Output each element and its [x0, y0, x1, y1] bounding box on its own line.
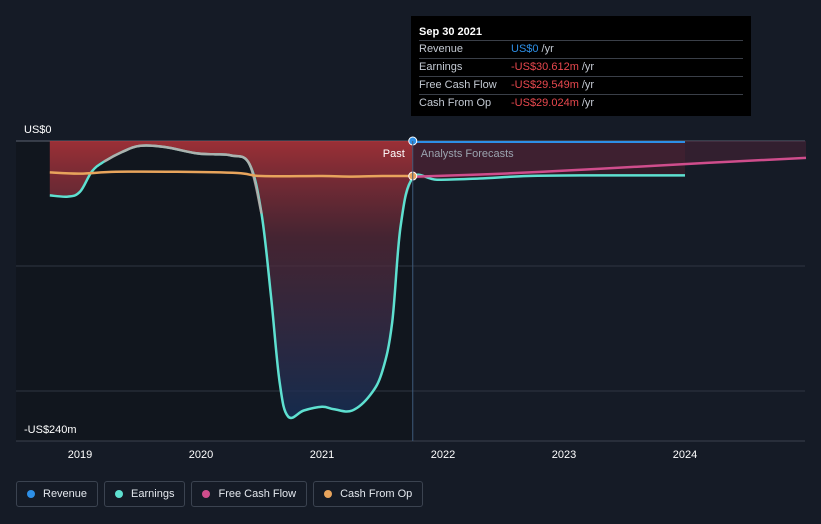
- data-tooltip: Sep 30 2021 Revenue US$0 /yr Earnings -U…: [411, 16, 751, 116]
- y-axis-label-top: US$0: [24, 124, 52, 136]
- tooltip-label: Revenue: [419, 43, 464, 55]
- past-label: Past: [383, 148, 405, 160]
- earnings-area: [49, 141, 413, 418]
- x-tick-label: 2020: [189, 449, 213, 461]
- tooltip-row-cash-from-op: Cash From Op -US$29.024m /yr: [419, 94, 743, 112]
- x-tick-label: 2024: [673, 449, 697, 461]
- tooltip-label: Earnings: [419, 61, 463, 73]
- tooltip-row-revenue: Revenue US$0 /yr: [419, 40, 743, 58]
- y-axis-label-bottom: -US$240m: [24, 424, 77, 436]
- tooltip-unit: /yr: [581, 79, 595, 91]
- tooltip-value: -US$30.612m: [511, 61, 579, 73]
- legend-label: Earnings: [131, 488, 175, 500]
- tooltip-value: -US$29.549m: [511, 79, 579, 91]
- earnings-line-muted: [103, 144, 263, 214]
- tooltip-value: -US$29.024m: [511, 97, 579, 109]
- tooltip-value: US$0: [511, 43, 539, 55]
- legend-item-earnings[interactable]: Earnings: [104, 481, 186, 507]
- legend-dot-icon: [202, 490, 211, 498]
- tooltip-label: Cash From Op: [419, 97, 492, 109]
- legend-dot-icon: [115, 490, 124, 498]
- tooltip-label: Free Cash Flow: [419, 79, 497, 91]
- x-tick-label: 2023: [552, 449, 576, 461]
- chart-legend: Revenue Earnings Free Cash Flow Cash Fro…: [16, 481, 424, 507]
- legend-label: Free Cash Flow: [218, 488, 297, 500]
- x-tick-label: 2021: [310, 449, 334, 461]
- tooltip-row-free-cash-flow: Free Cash Flow -US$29.549m /yr: [419, 76, 743, 94]
- x-tick-label: 2022: [431, 449, 455, 461]
- legend-item-revenue[interactable]: Revenue: [16, 481, 99, 507]
- tooltip-date: Sep 30 2021: [419, 26, 482, 38]
- forecast-label: Analysts Forecasts: [421, 148, 514, 160]
- legend-dot-icon: [27, 490, 35, 498]
- x-tick-label: 2019: [68, 449, 92, 461]
- axis-layer: Past Analysts Forecasts US$0 -US$240m 2019 20…: [16, 124, 805, 461]
- legend-label: Revenue: [43, 488, 88, 500]
- tooltip-unit: /yr: [581, 97, 595, 109]
- tooltip-unit: /yr: [541, 43, 554, 55]
- tooltip-unit: /yr: [581, 61, 595, 73]
- legend-label: Cash From Op: [340, 488, 413, 500]
- legend-item-free-cash-flow[interactable]: Free Cash Flow: [191, 481, 308, 507]
- free-cash-flow-line: [412, 156, 807, 178]
- legend-dot-icon: [324, 490, 333, 498]
- fcf-forecast-area: [412, 141, 806, 177]
- tooltip-row-earnings: Earnings -US$30.612m /yr: [419, 58, 743, 76]
- legend-item-cash-from-op[interactable]: Cash From Op: [313, 481, 424, 507]
- series-layer: [49, 141, 807, 420]
- cash-from-op-line: [49, 170, 413, 178]
